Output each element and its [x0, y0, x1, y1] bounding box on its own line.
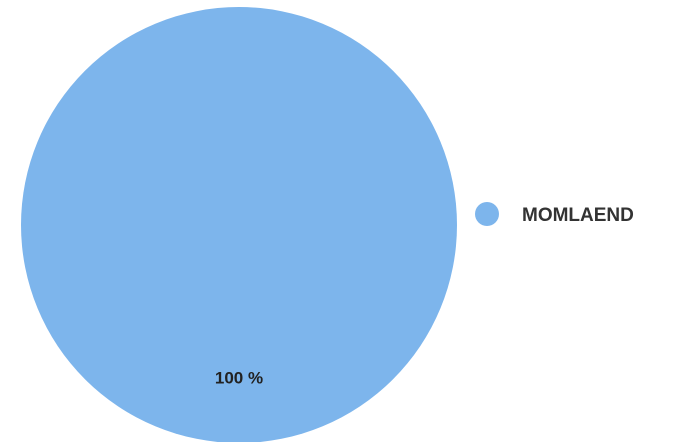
pie-slice-momlaend [21, 7, 457, 442]
legend-marker [475, 202, 499, 226]
legend-label: MOMLAEND [522, 205, 634, 226]
legend: MOMLAEND [475, 202, 634, 226]
pie-slices [21, 7, 457, 442]
data-label-momlaend: 100 % [215, 369, 263, 388]
pie-data-labels: 100 % [215, 369, 263, 388]
